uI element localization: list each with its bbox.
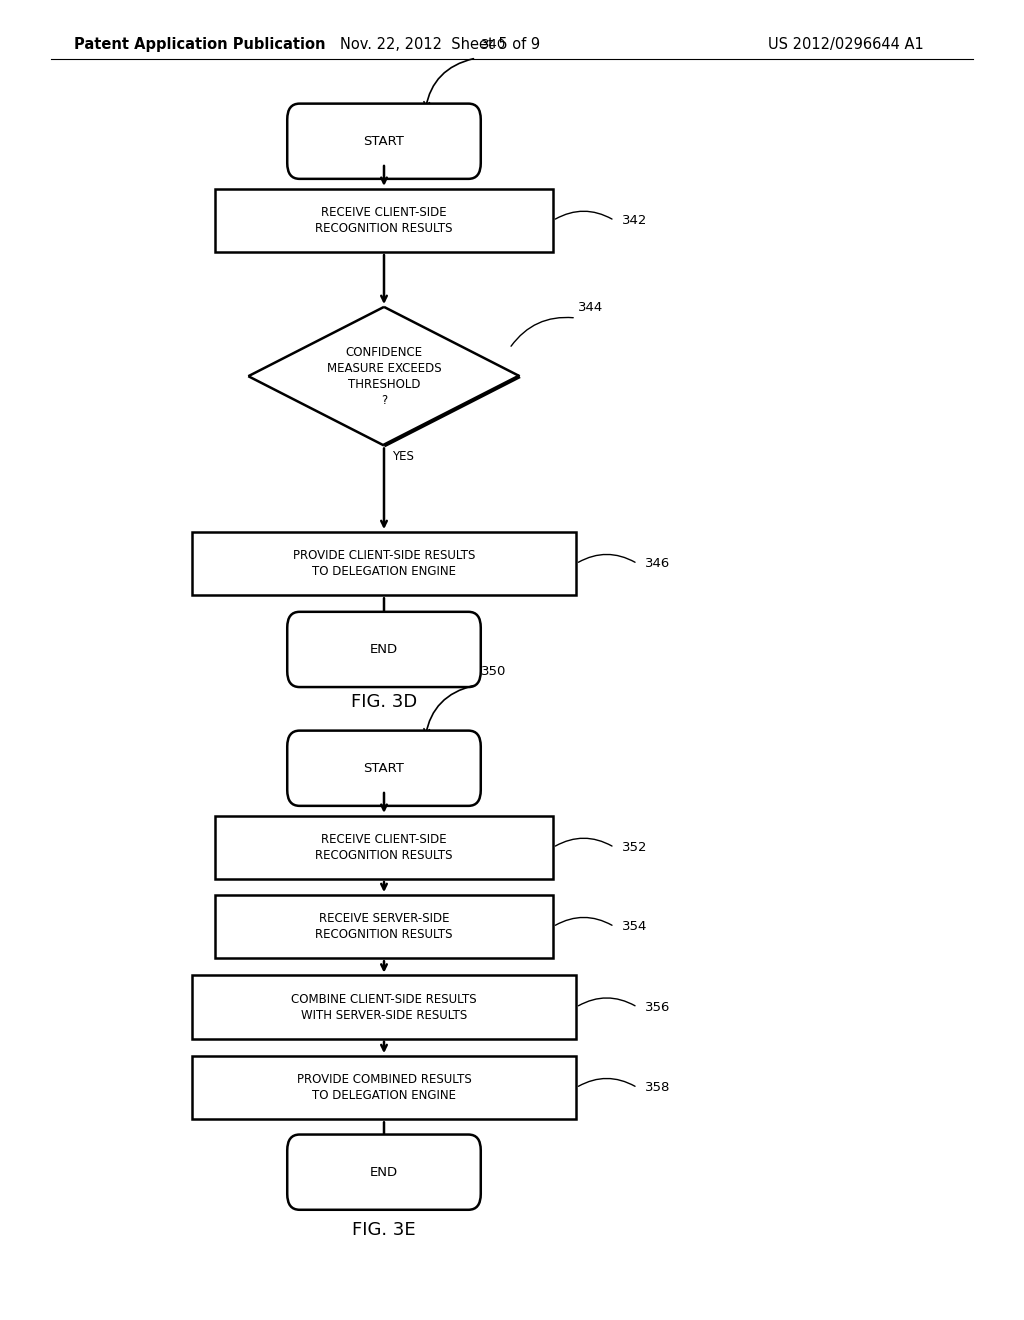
- Text: 344: 344: [579, 301, 603, 314]
- Text: START: START: [364, 762, 404, 775]
- Text: END: END: [370, 1166, 398, 1179]
- Text: CONFIDENCE
MEASURE EXCEEDS
THRESHOLD
?: CONFIDENCE MEASURE EXCEEDS THRESHOLD ?: [327, 346, 441, 407]
- Text: END: END: [370, 643, 398, 656]
- Bar: [215, 895, 553, 958]
- Text: FIG. 3E: FIG. 3E: [352, 1221, 416, 1239]
- Text: RECEIVE CLIENT-SIDE
RECOGNITION RESULTS: RECEIVE CLIENT-SIDE RECOGNITION RESULTS: [315, 833, 453, 862]
- Bar: [215, 189, 553, 252]
- Text: 354: 354: [622, 920, 647, 933]
- Text: US 2012/0296644 A1: US 2012/0296644 A1: [768, 37, 924, 53]
- Text: 346: 346: [645, 557, 670, 570]
- FancyBboxPatch shape: [287, 731, 481, 805]
- Text: Patent Application Publication: Patent Application Publication: [74, 37, 326, 53]
- FancyBboxPatch shape: [287, 612, 481, 686]
- Bar: [193, 532, 575, 595]
- Text: 352: 352: [622, 841, 647, 854]
- Text: COMBINE CLIENT-SIDE RESULTS
WITH SERVER-SIDE RESULTS: COMBINE CLIENT-SIDE RESULTS WITH SERVER-…: [291, 993, 477, 1022]
- Text: 350: 350: [481, 665, 507, 678]
- Text: YES: YES: [392, 450, 414, 462]
- Text: PROVIDE COMBINED RESULTS
TO DELEGATION ENGINE: PROVIDE COMBINED RESULTS TO DELEGATION E…: [297, 1073, 471, 1102]
- Text: Nov. 22, 2012  Sheet 5 of 9: Nov. 22, 2012 Sheet 5 of 9: [340, 37, 541, 53]
- Text: PROVIDE CLIENT-SIDE RESULTS
TO DELEGATION ENGINE: PROVIDE CLIENT-SIDE RESULTS TO DELEGATIO…: [293, 549, 475, 578]
- Text: START: START: [364, 135, 404, 148]
- Bar: [215, 816, 553, 879]
- Text: 340: 340: [481, 38, 507, 51]
- Text: 356: 356: [645, 1001, 670, 1014]
- Text: RECEIVE CLIENT-SIDE
RECOGNITION RESULTS: RECEIVE CLIENT-SIDE RECOGNITION RESULTS: [315, 206, 453, 235]
- Bar: [193, 975, 575, 1039]
- Bar: [193, 1056, 575, 1119]
- Text: 358: 358: [645, 1081, 670, 1094]
- Text: FIG. 3D: FIG. 3D: [351, 693, 417, 711]
- Text: RECEIVE SERVER-SIDE
RECOGNITION RESULTS: RECEIVE SERVER-SIDE RECOGNITION RESULTS: [315, 912, 453, 941]
- Text: 342: 342: [622, 214, 647, 227]
- FancyBboxPatch shape: [287, 103, 481, 178]
- FancyBboxPatch shape: [287, 1134, 481, 1209]
